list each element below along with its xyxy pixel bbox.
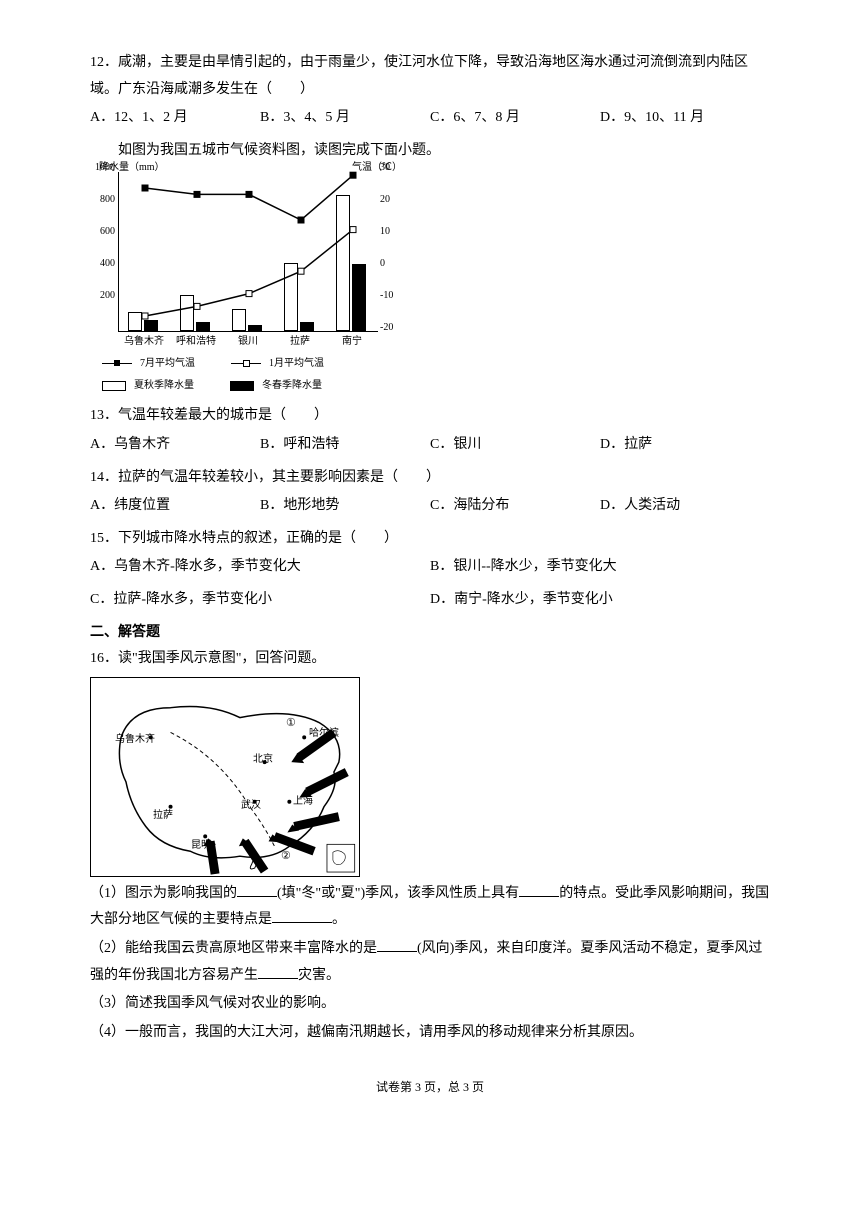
q16-sub2-c: 灾害。: [298, 968, 340, 983]
right-tick: 30: [380, 158, 400, 177]
q16-sub1: （1）图示为影响我国的(填"冬"或"夏")季风，该季风性质上具有的特点。受此季风…: [90, 881, 770, 934]
map-city-urumqi: 乌鲁木齐: [115, 730, 155, 749]
q15-opt-a[interactable]: A．乌鲁木齐-降水多，季节变化大: [90, 554, 430, 581]
legend-july: 7月平均气温: [140, 354, 195, 373]
q16-sub1-a: （1）图示为影响我国的: [90, 886, 237, 901]
map-city-beijing: 北京: [253, 750, 273, 769]
map-city-lhasa: 拉萨: [153, 806, 173, 825]
july-marker-icon: [102, 363, 132, 364]
section-2-head: 二、解答题: [90, 620, 770, 647]
question-15-options-1: A．乌鲁木齐-降水多，季节变化大 B．银川--降水少，季节变化大: [90, 554, 770, 581]
q14-opt-a[interactable]: A．纬度位置: [90, 493, 260, 520]
blank-2[interactable]: [519, 883, 559, 897]
q16-sub3: （3）简述我国季风气候对农业的影响。: [90, 991, 770, 1018]
map-city-shanghai: 上海: [293, 792, 313, 811]
right-tick: 10: [380, 222, 400, 241]
city-label: 南宁: [326, 332, 378, 351]
legend-row-1: 7月平均气温 1月平均气温: [102, 354, 770, 373]
city-labels: 乌鲁木齐呼和浩特银川拉萨南宁: [118, 332, 378, 351]
q16-sub1-b: (填"冬"或"夏")季风，该季风性质上具有: [277, 886, 519, 901]
question-13-options: A．乌鲁木齐 B．呼和浩特 C．银川 D．拉萨: [90, 432, 770, 459]
q15-opt-c[interactable]: C．拉萨-降水多，季节变化小: [90, 587, 430, 614]
climate-chart: 降水量（mm） 气温（℃） 2004006008001000-20-100102…: [90, 172, 770, 395]
q13-opt-a[interactable]: A．乌鲁木齐: [90, 432, 260, 459]
left-tick: 1000: [89, 158, 115, 177]
city-label: 呼和浩特: [170, 332, 222, 351]
q15-opt-d[interactable]: D．南宁-降水少，季节变化小: [430, 587, 770, 614]
page-footer: 试卷第 3 页，总 3 页: [90, 1076, 770, 1099]
chart-instruction: 如图为我国五城市气候资料图，读图完成下面小题。: [90, 138, 770, 165]
q16-sub2: （2）能给我国云贵高原地区带来丰富降水的是(风向)季风，来自印度洋。夏季风活动不…: [90, 936, 770, 989]
q13-opt-b[interactable]: B．呼和浩特: [260, 432, 430, 459]
question-16-text: 16．读"我国季风示意图"，回答问题。: [90, 646, 770, 673]
q12-opt-c[interactable]: C．6、7、8 月: [430, 105, 600, 132]
question-15-text: 15．下列城市降水特点的叙述，正确的是（ ）: [90, 526, 770, 553]
right-tick: 20: [380, 190, 400, 209]
legend-jan: 1月平均气温: [269, 354, 324, 373]
right-tick: -10: [380, 286, 400, 305]
right-tick: -20: [380, 318, 400, 337]
left-tick: 800: [89, 190, 115, 209]
winter-box-icon: [230, 381, 254, 391]
q13-opt-d[interactable]: D．拉萨: [600, 432, 770, 459]
map-marker-2: ②: [281, 846, 291, 867]
q16-sub1-d: 。: [332, 912, 346, 927]
city-label: 拉萨: [274, 332, 326, 351]
question-13-text: 13．气温年较差最大的城市是（ ）: [90, 403, 770, 430]
legend-row-2: 夏秋季降水量 冬春季降水量: [102, 376, 770, 395]
blank-5[interactable]: [258, 965, 298, 979]
q12-opt-d[interactable]: D．9、10、11 月: [600, 105, 770, 132]
question-14-text: 14．拉萨的气温年较差较小，其主要影响因素是（ ）: [90, 465, 770, 492]
legend-winter: 冬春季降水量: [262, 376, 322, 395]
question-12-text: 12．咸潮，主要是由旱情引起的，由于雨量少，使江河水位下降，导致沿海地区海水通过…: [90, 50, 770, 103]
q12-opt-b[interactable]: B．3、4、5 月: [260, 105, 430, 132]
right-tick: 0: [380, 254, 400, 273]
q13-opt-c[interactable]: C．银川: [430, 432, 600, 459]
city-label: 乌鲁木齐: [118, 332, 170, 351]
map-city-kunming: 昆明: [191, 836, 211, 855]
q14-opt-d[interactable]: D．人类活动: [600, 493, 770, 520]
blank-3[interactable]: [272, 909, 332, 923]
blank-1[interactable]: [237, 883, 277, 897]
legend-summer: 夏秋季降水量: [134, 376, 194, 395]
map-marker-1: ①: [286, 713, 296, 734]
left-tick: 400: [89, 254, 115, 273]
map-city-harbin: 哈尔滨: [309, 724, 339, 743]
question-12-options: A．12、1、2 月 B．3、4、5 月 C．6、7、8 月 D．9、10、11…: [90, 105, 770, 132]
question-15-options-2: C．拉萨-降水多，季节变化小 D．南宁-降水少，季节变化小: [90, 587, 770, 614]
q15-opt-b[interactable]: B．银川--降水少，季节变化大: [430, 554, 770, 581]
q14-opt-c[interactable]: C．海陆分布: [430, 493, 600, 520]
q16-sub2-a: （2）能给我国云贵高原地区带来丰富降水的是: [90, 941, 377, 956]
q14-opt-b[interactable]: B．地形地势: [260, 493, 430, 520]
map-city-wuhan: 武汉: [241, 796, 261, 815]
monsoon-map: 哈尔滨 北京 上海 武汉 昆明 乌鲁木齐 拉萨 ① ②: [90, 677, 360, 877]
q16-sub4: （4）一般而言，我国的大江大河，越偏南汛期越长，请用季风的移动规律来分析其原因。: [90, 1020, 770, 1047]
summer-box-icon: [102, 381, 126, 391]
left-tick: 600: [89, 222, 115, 241]
question-14-options: A．纬度位置 B．地形地势 C．海陆分布 D．人类活动: [90, 493, 770, 520]
left-tick: 200: [89, 286, 115, 305]
city-label: 银川: [222, 332, 274, 351]
blank-4[interactable]: [377, 938, 417, 952]
jan-marker-icon: [231, 363, 261, 364]
q12-opt-a[interactable]: A．12、1、2 月: [90, 105, 260, 132]
